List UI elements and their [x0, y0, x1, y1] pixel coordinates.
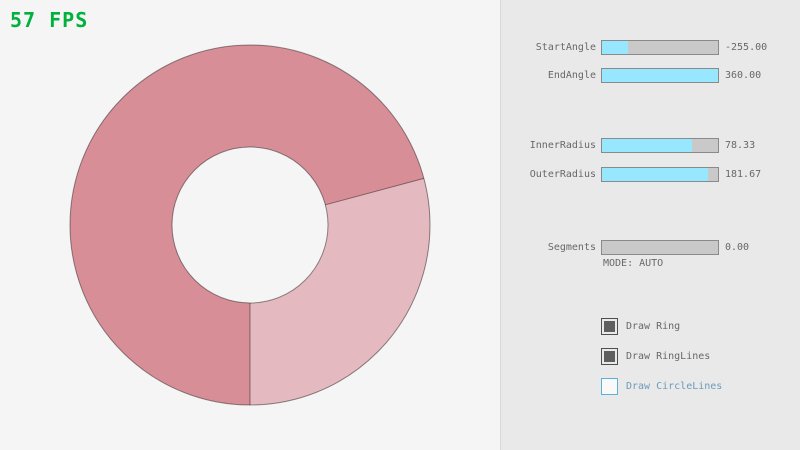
outerradius-slider-fill	[602, 168, 708, 181]
endangle-value: 360.00	[725, 70, 762, 81]
segments-value: 0.00	[725, 242, 750, 253]
startangle-label: StartAngle	[535, 42, 596, 53]
outerradius-label: OuterRadius	[529, 169, 596, 180]
endangle-label: EndAngle	[547, 70, 596, 81]
controls-panel: StartAngle -255.00 EndAngle 360.00 Inner…	[500, 0, 800, 450]
segments-label: Segments	[547, 242, 596, 253]
outerradius-value: 181.67	[725, 169, 762, 180]
innerradius-label: InnerRadius	[529, 140, 596, 151]
startangle-slider-fill	[602, 41, 628, 54]
innerradius-slider-fill	[602, 139, 693, 152]
ring-canvas-area	[69, 44, 431, 406]
fps-counter: 57 FPS	[10, 8, 89, 32]
checkbox-draw-circlelines-label: Draw CircleLines	[626, 381, 723, 392]
startangle-slider[interactable]	[601, 40, 719, 55]
ring-canvas	[69, 44, 431, 406]
checkbox-draw-ring-box[interactable]	[601, 318, 618, 335]
innerradius-value: 78.33	[725, 140, 756, 151]
checkbox-draw-ringlines-box[interactable]	[601, 348, 618, 365]
startangle-value: -255.00	[725, 42, 768, 53]
endangle-slider-fill	[602, 69, 718, 82]
checkbox-draw-ringlines-label: Draw RingLines	[626, 351, 711, 362]
outerradius-slider[interactable]	[601, 167, 719, 182]
segments-mode-label: MODE: AUTO	[603, 258, 664, 269]
checkbox-draw-ring-label: Draw Ring	[626, 321, 681, 332]
endangle-slider[interactable]	[601, 68, 719, 83]
checkbox-draw-circlelines-box[interactable]	[601, 378, 618, 395]
innerradius-slider[interactable]	[601, 138, 719, 153]
segments-slider[interactable]	[601, 240, 719, 255]
